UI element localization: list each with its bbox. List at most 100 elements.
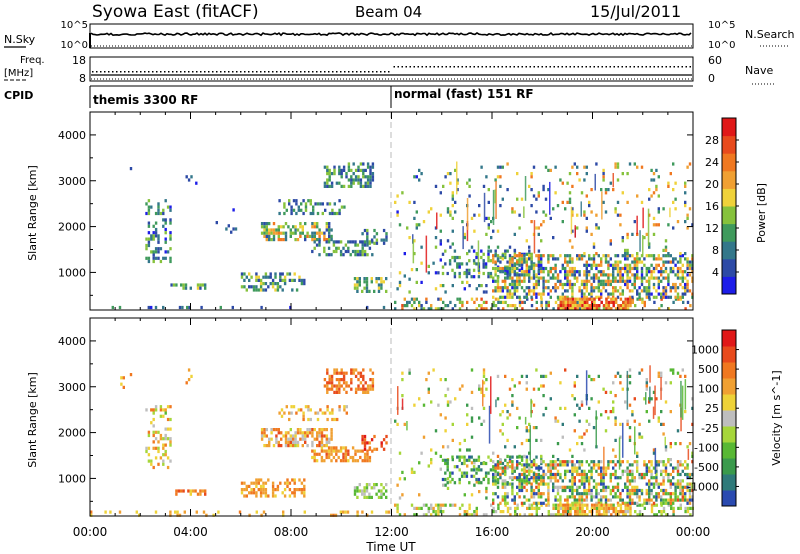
data-cell xyxy=(641,503,644,507)
data-cell xyxy=(385,238,388,242)
data-cell xyxy=(332,455,336,460)
data-cell xyxy=(624,254,627,258)
data-cell xyxy=(311,234,314,238)
data-cell xyxy=(169,405,172,409)
data-cell xyxy=(356,513,359,517)
data-cell xyxy=(350,368,353,372)
freq-point xyxy=(172,71,174,73)
data-cell xyxy=(568,200,572,204)
data-cell xyxy=(188,305,191,310)
data-cell xyxy=(638,503,642,507)
data-cell xyxy=(248,272,251,276)
data-cell xyxy=(554,286,557,290)
data-cell xyxy=(689,506,692,510)
data-cell xyxy=(272,222,276,226)
data-cell xyxy=(369,172,372,176)
data-cell xyxy=(590,297,594,301)
data-cell xyxy=(525,460,528,464)
data-cell xyxy=(470,468,473,472)
data-cell xyxy=(453,465,457,469)
data-cell xyxy=(578,257,581,261)
data-cell xyxy=(496,259,500,263)
data-cell xyxy=(552,266,555,271)
freq-point xyxy=(324,71,326,73)
data-cell xyxy=(521,300,524,304)
data-cell xyxy=(681,286,684,290)
data-cell xyxy=(442,503,445,507)
data-cell xyxy=(159,259,163,264)
data-cell xyxy=(547,503,550,507)
data-cell xyxy=(566,276,569,280)
data-cell xyxy=(657,482,660,486)
data-cell xyxy=(518,461,521,466)
data-cell xyxy=(304,238,307,242)
data-cell xyxy=(648,289,651,293)
data-cell xyxy=(437,503,440,507)
data-cell xyxy=(626,252,629,256)
data-cell xyxy=(585,266,588,271)
data-cell xyxy=(640,289,644,293)
data-cell xyxy=(554,300,558,304)
data-cell xyxy=(150,408,153,412)
data-cell xyxy=(268,228,271,232)
data-cell xyxy=(359,181,363,185)
data-cell xyxy=(520,374,524,378)
data-cell xyxy=(325,440,328,444)
data-cell xyxy=(686,213,689,217)
data-cell xyxy=(610,300,613,304)
data-cell xyxy=(590,276,593,280)
data-cell xyxy=(549,270,552,274)
data-cell xyxy=(504,286,507,290)
data-cell xyxy=(592,254,596,258)
data-cell xyxy=(549,479,552,483)
data-cell xyxy=(485,290,488,294)
data-cell xyxy=(691,454,694,458)
data-cell xyxy=(566,295,569,299)
data-cell xyxy=(588,406,591,410)
data-cell xyxy=(344,449,348,453)
data-cell xyxy=(150,459,153,463)
data-cell xyxy=(518,257,521,261)
data-cell xyxy=(566,297,570,301)
data-cell xyxy=(554,503,558,507)
data-cell xyxy=(458,442,462,446)
data-cell xyxy=(621,236,624,240)
data-cell xyxy=(645,482,648,486)
data-cell xyxy=(686,485,689,489)
data-cell xyxy=(342,455,345,460)
data-cell xyxy=(451,191,454,195)
data-cell xyxy=(633,419,636,423)
data-cell xyxy=(328,381,331,385)
data-cell xyxy=(609,472,612,477)
data-cell xyxy=(270,231,273,235)
data-cell xyxy=(129,373,133,377)
freq-point xyxy=(509,66,511,68)
data-cell xyxy=(356,280,359,284)
data-cell xyxy=(315,459,319,463)
data-cell xyxy=(571,273,574,277)
data-cell xyxy=(648,419,651,423)
data-cell xyxy=(520,273,524,277)
data-cell xyxy=(420,172,423,176)
data-cell xyxy=(268,444,271,448)
data-cell xyxy=(501,270,504,274)
data-cell xyxy=(458,458,461,462)
data-cell xyxy=(516,197,519,201)
data-cell xyxy=(478,416,481,420)
data-cell xyxy=(662,289,665,293)
data-cell xyxy=(660,257,663,261)
data-cell xyxy=(289,231,292,235)
data-cell xyxy=(624,266,627,271)
data-cell xyxy=(293,272,296,276)
data-cell xyxy=(676,479,680,483)
data-cell xyxy=(475,510,478,514)
data-cell xyxy=(532,426,536,430)
data-cell xyxy=(569,307,572,311)
data-cell xyxy=(345,371,348,375)
data-cell xyxy=(199,492,202,496)
data-cell xyxy=(496,463,500,467)
data-cell xyxy=(629,300,632,304)
data-cell xyxy=(648,495,651,499)
data-cell xyxy=(652,232,656,236)
